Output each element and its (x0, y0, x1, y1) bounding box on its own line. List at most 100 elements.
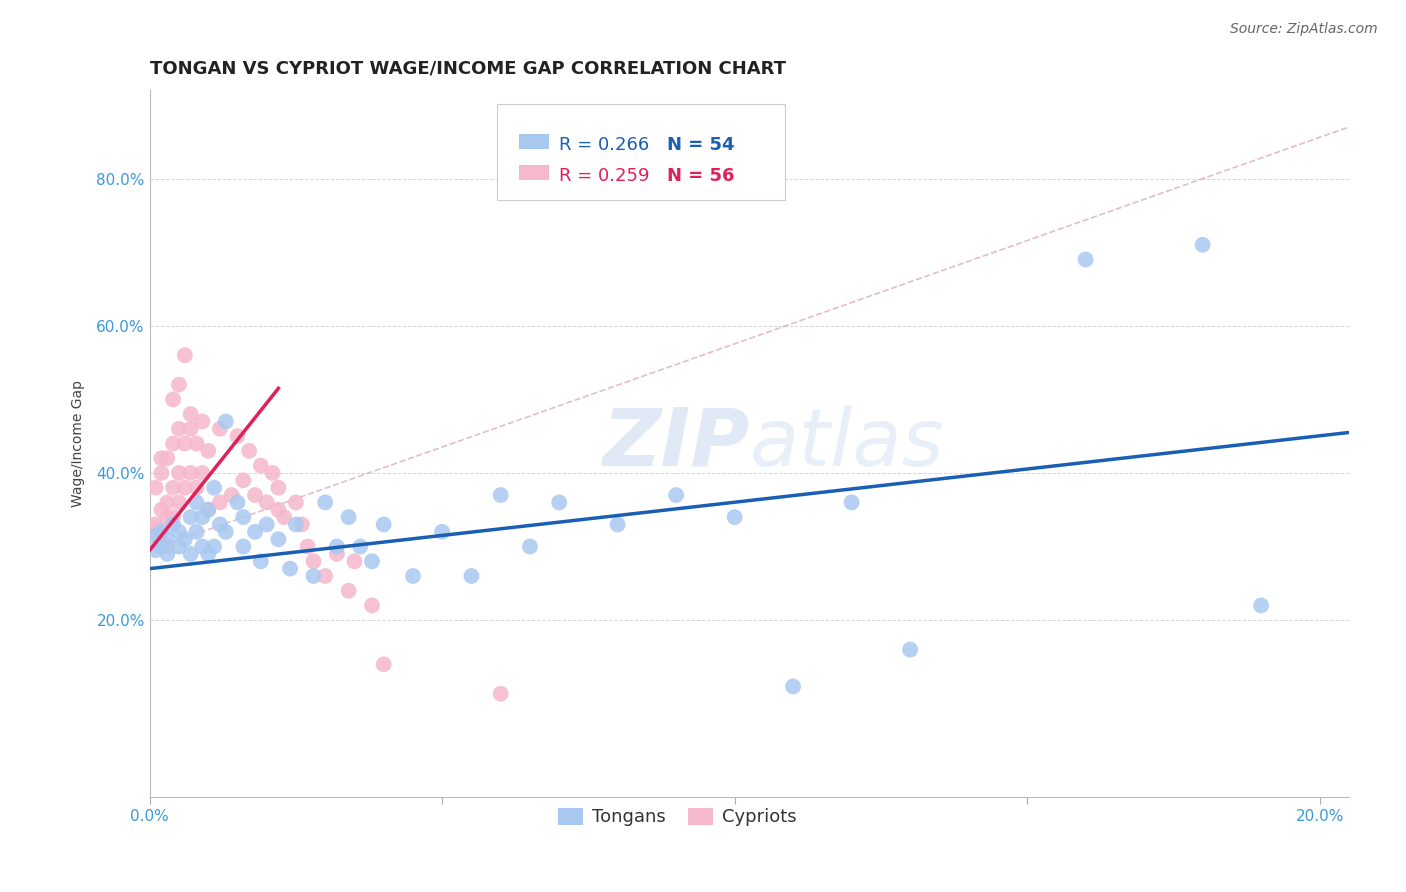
Point (267, 532, 290, 546)
Point (278, 561, 301, 575)
Point (208, 422, 231, 436)
Text: N = 54: N = 54 (666, 136, 734, 153)
Point (191, 510, 214, 524)
FancyBboxPatch shape (519, 134, 548, 149)
Point (145, 481, 167, 495)
Point (150, 524, 173, 539)
Point (180, 510, 202, 524)
Point (402, 569, 425, 583)
Point (232, 510, 254, 524)
Point (665, 488, 688, 502)
Point (724, 510, 747, 524)
Point (145, 521, 167, 535)
Point (284, 495, 307, 509)
Point (548, 495, 571, 509)
Point (215, 524, 238, 539)
Point (197, 547, 219, 561)
Point (267, 481, 290, 495)
Point (215, 414, 238, 428)
Point (167, 495, 190, 509)
Point (273, 510, 295, 524)
Point (173, 481, 195, 495)
Point (430, 524, 453, 539)
Point (256, 517, 278, 532)
Point (519, 540, 541, 554)
Point (191, 466, 214, 480)
Point (606, 517, 628, 532)
Point (156, 532, 179, 546)
Point (173, 436, 195, 450)
Point (460, 569, 482, 583)
Point (243, 524, 266, 539)
Point (167, 524, 190, 539)
Point (337, 583, 360, 598)
Point (162, 510, 184, 524)
Point (337, 510, 360, 524)
Point (302, 554, 325, 568)
Point (173, 348, 195, 362)
Point (197, 502, 219, 516)
Point (232, 540, 254, 554)
Text: R = 0.259: R = 0.259 (558, 167, 650, 185)
Point (232, 473, 254, 487)
Point (238, 443, 260, 458)
Point (361, 599, 384, 613)
Point (167, 377, 190, 392)
Point (373, 657, 395, 672)
Point (226, 495, 249, 509)
Point (162, 436, 184, 450)
Point (1250, 599, 1272, 613)
Point (326, 547, 349, 561)
Point (191, 540, 214, 554)
Text: Source: ZipAtlas.com: Source: ZipAtlas.com (1230, 22, 1378, 37)
Point (197, 443, 219, 458)
Point (186, 495, 208, 509)
Point (150, 524, 173, 539)
Point (1074, 252, 1097, 267)
Point (250, 554, 273, 568)
Text: atlas: atlas (749, 405, 943, 483)
Point (156, 495, 179, 509)
Point (1191, 237, 1213, 252)
Point (145, 528, 167, 542)
Point (180, 422, 202, 436)
Text: ZIP: ZIP (602, 405, 749, 483)
Point (167, 466, 190, 480)
FancyBboxPatch shape (519, 165, 548, 180)
Point (782, 679, 804, 693)
Point (180, 407, 202, 421)
Point (186, 524, 208, 539)
Point (162, 517, 184, 532)
Point (145, 517, 167, 532)
Point (343, 554, 366, 568)
Point (202, 481, 225, 495)
Point (202, 540, 225, 554)
Point (302, 569, 325, 583)
Point (156, 451, 179, 466)
Point (145, 543, 167, 558)
Point (314, 569, 336, 583)
Point (186, 481, 208, 495)
Point (197, 502, 219, 516)
Point (841, 495, 863, 509)
Point (256, 495, 278, 509)
Point (326, 540, 349, 554)
Point (150, 451, 173, 466)
Point (361, 554, 384, 568)
Legend: Tongans, Cypriots: Tongans, Cypriots (551, 800, 804, 834)
Point (150, 540, 173, 554)
Point (180, 547, 202, 561)
Point (208, 495, 231, 509)
Point (180, 466, 202, 480)
FancyBboxPatch shape (498, 104, 785, 200)
Point (267, 502, 290, 516)
Text: TONGAN VS CYPRIOT WAGE/INCOME GAP CORRELATION CHART: TONGAN VS CYPRIOT WAGE/INCOME GAP CORREL… (149, 60, 786, 78)
Point (150, 466, 173, 480)
Point (243, 488, 266, 502)
Point (297, 540, 319, 554)
Text: N = 56: N = 56 (666, 167, 734, 185)
Point (167, 540, 190, 554)
Point (349, 540, 371, 554)
Text: R = 0.266: R = 0.266 (558, 136, 648, 153)
Point (191, 414, 214, 428)
